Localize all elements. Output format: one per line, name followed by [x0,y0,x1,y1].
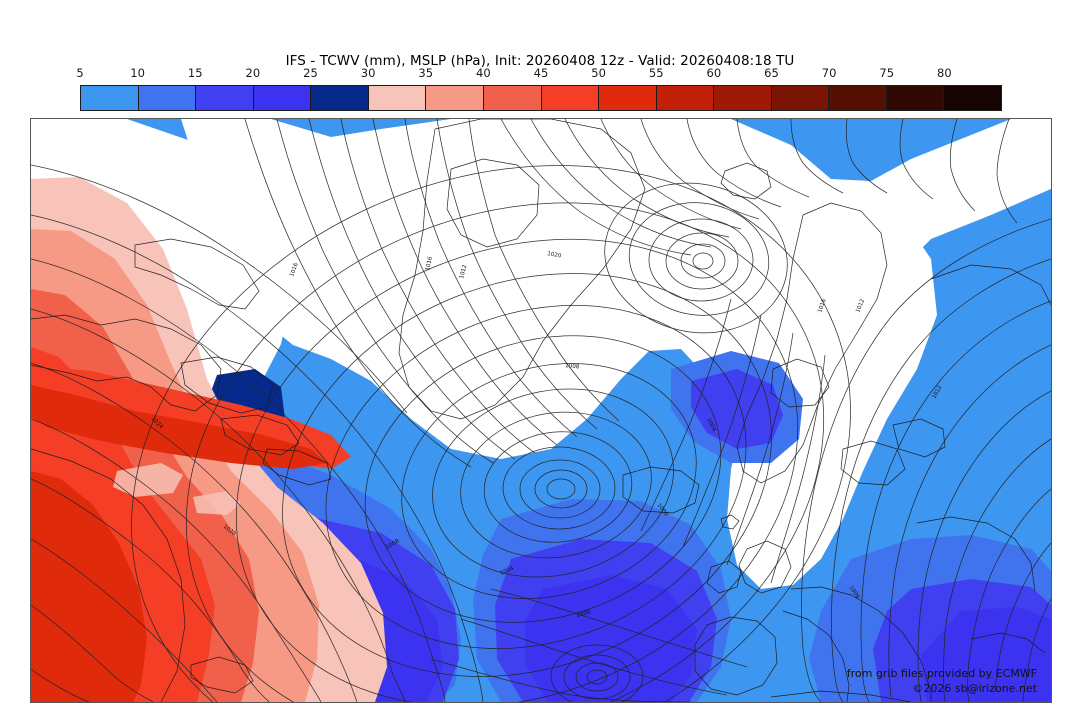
colorbar-segment-0 [81,86,139,110]
colorbar-segments [80,85,1002,111]
colorbar-segment-10 [656,86,715,110]
svg-text:1016: 1016 [425,256,434,272]
svg-text:1016: 1016 [289,262,300,278]
colorbar-segment-11 [714,86,772,110]
svg-text:1004: 1004 [705,417,717,433]
colorbar-segment-7 [483,86,542,110]
svg-text:1012: 1012 [855,298,866,313]
svg-text:1012: 1012 [459,264,468,279]
colorbar-tick-labels: 5 10 15 20 25 30 35 40 45 50 55 60 65 70 75 80 [76,66,1002,82]
mslp-isobars [31,119,1051,702]
colorbar-tick-20: 20 [245,66,261,80]
colorbar-segment-14 [886,86,945,110]
coastlines [31,119,1051,702]
colorbar-tick-30: 30 [360,66,376,80]
colorbar-tick-75: 75 [879,66,895,80]
svg-text:1020: 1020 [547,251,562,259]
colorbar-segment-4 [311,86,369,110]
colorbar-tick-70: 70 [821,66,837,80]
colorbar-segment-9 [599,86,657,110]
colorbar-tick-40: 40 [476,66,491,80]
tcwv-plume-holes [113,463,241,515]
colorbar-tick-45: 45 [533,66,549,80]
colorbar-tick-10: 10 [130,66,145,80]
colorbar [80,85,1002,111]
svg-text:1008: 1008 [565,363,580,371]
tcwv-band-50-55 [31,385,327,702]
colorbar-tick-5: 5 [76,66,84,80]
colorbar-tick-65: 65 [764,66,779,80]
colorbar-tick-35: 35 [418,66,434,80]
map-canvas: 1016 1012 1020 1008 1004 1000 1000 1016 … [31,119,1051,702]
colorbar-segment-15 [944,86,1001,110]
colorbar-segment-3 [253,86,312,110]
colorbar-segment-1 [138,86,197,110]
isobar-labels: 1016 1012 1020 1008 1004 1000 1000 1016 … [150,251,944,619]
colorbar-segment-2 [196,86,254,110]
page-title: IFS - TCWV (mm), MSLP (hPa), Init: 20260… [285,53,795,69]
colorbar-tick-15: 15 [187,66,203,80]
svg-text:1012: 1012 [931,385,943,400]
colorbar-segment-12 [771,86,830,110]
colorbar-tick-25: 25 [303,66,318,80]
map-panel[interactable]: 1016 1012 1020 1008 1004 1000 1000 1016 … [30,118,1052,703]
colorbar-segment-6 [426,86,484,110]
colorbar-tick-60: 60 [706,66,722,80]
colorbar-segment-8 [541,86,600,110]
colorbar-tick-80: 80 [937,66,952,80]
colorbar-tick-55: 55 [648,66,664,80]
colorbar-tick-50: 50 [591,66,606,80]
svg-text:1016: 1016 [817,298,828,314]
svg-text:1004: 1004 [499,565,515,576]
colorbar-segment-5 [368,86,427,110]
colorbar-segment-13 [829,86,887,110]
tcwv-dry-scandinavia [719,173,937,589]
svg-text:1000: 1000 [576,610,592,619]
